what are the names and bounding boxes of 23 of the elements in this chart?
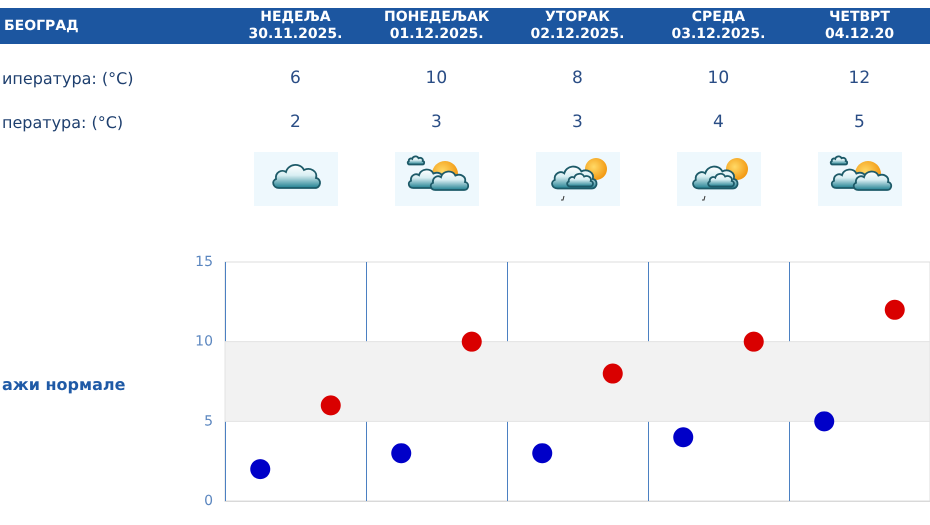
data-label: 3: [572, 112, 583, 132]
data-label: 8: [572, 68, 583, 88]
data-label: 4: [713, 112, 724, 132]
data-label: 10: [708, 68, 730, 88]
data-label: 5: [854, 112, 865, 132]
text: НЕДЕЉА 30.11.2025.: [248, 9, 342, 43]
data-label: 3: [431, 112, 442, 132]
text: пература: (°C): [2, 112, 124, 132]
text: ажи нормале: [2, 374, 126, 394]
y-tick-label: 10: [195, 334, 213, 350]
text: ипература: (°C): [2, 68, 134, 88]
data-label: 6: [290, 68, 301, 88]
text: СРЕДА 03.12.2025.: [672, 9, 766, 43]
data-label: 12: [848, 68, 870, 88]
text: ЧЕТВРТ 04.12.20: [825, 9, 894, 43]
y-tick-label: 0: [204, 493, 213, 509]
text: УТОРАК 02.12.2025.: [530, 9, 624, 43]
y-tick-label: 5: [204, 413, 213, 430]
text: ПОНЕДЕЉАК 01.12.2025.: [384, 9, 490, 43]
data-label: 10: [426, 68, 448, 88]
text: БЕОГРАД: [4, 18, 79, 34]
y-tick-label: 15: [195, 254, 213, 270]
data-label: 2: [290, 112, 301, 132]
